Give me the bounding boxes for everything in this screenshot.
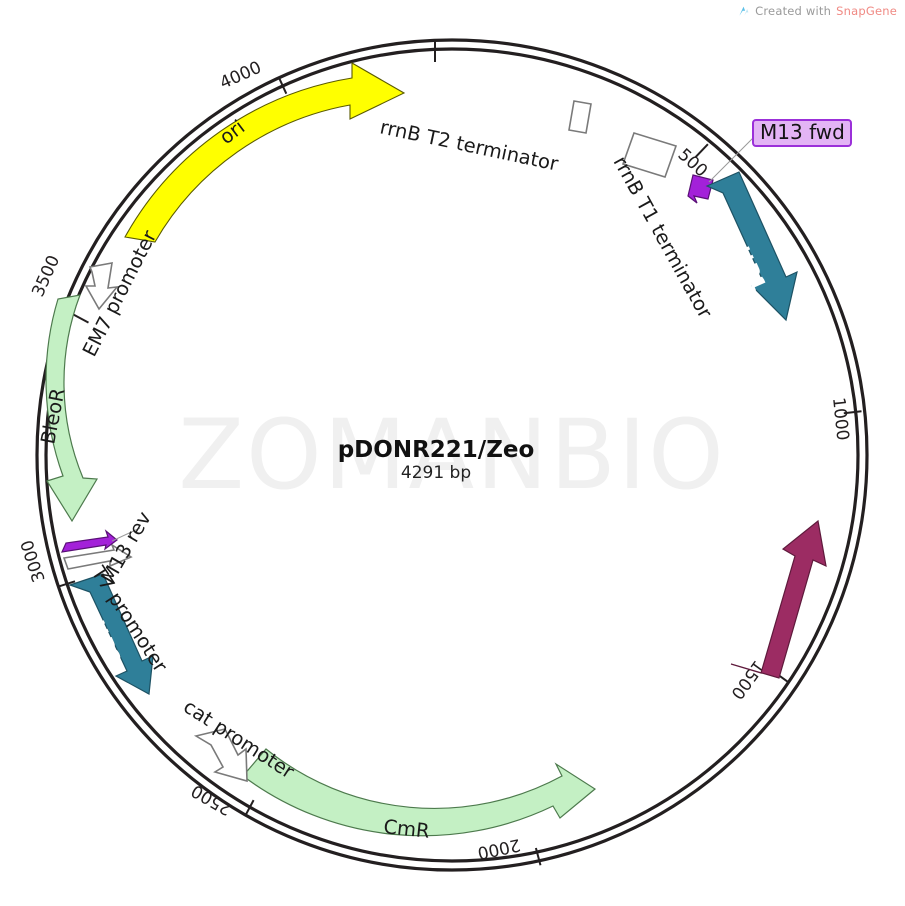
m13-fwd-label: M13 fwd: [760, 120, 845, 144]
watermark-text: ZOMANBIO: [178, 399, 725, 511]
credit-brand: SnapGene: [836, 4, 897, 18]
m13-fwd-label-box[interactable]: [752, 119, 852, 147]
backbone-outer-ring: [35, 38, 869, 872]
m13-fwd-primer-arrow[interactable]: [687, 174, 714, 204]
feature-attp1[interactable]: attP1: [705, 171, 798, 322]
m13-rev-primer-arrow[interactable]: [61, 529, 118, 553]
ori-arrow[interactable]: [124, 62, 406, 243]
credit-prefix: Created with: [755, 4, 832, 18]
attp2-arrow[interactable]: [68, 573, 154, 695]
m13-rev-leader-line: [111, 527, 141, 542]
feature-em7-promoter[interactable]: EM7 promoter: [78, 226, 162, 360]
feature-m13-rev-primer[interactable]: M13 rev: [61, 508, 156, 588]
feature-m13-fwd-primer[interactable]: M13 fwd: [687, 119, 852, 204]
plasmid-name: pDONR221/Zeo: [338, 437, 535, 463]
rrnb-t2-terminator-box[interactable]: [568, 100, 592, 134]
rrnb-t2-terminator-label: rrnB T2 terminator: [378, 115, 561, 175]
snapgene-logo-icon: [737, 5, 750, 18]
ccdb-label: ccdB: [735, 596, 772, 652]
ruler-tick-label-3500: 3500: [28, 252, 64, 300]
ruler-tick-label-1500: 1500: [727, 656, 769, 703]
ruler-tick-1000: 1000: [828, 396, 862, 442]
m13-fwd-leader-line: [708, 135, 756, 183]
ccdb-arrow[interactable]: [730, 519, 827, 679]
feature-cmr[interactable]: CmR: [242, 748, 597, 843]
t7-promoter-arrow[interactable]: [62, 543, 133, 570]
ruler-tick-label-2500: 2500: [188, 780, 235, 819]
ruler-tick-label-1000: 1000: [828, 396, 852, 441]
ruler-tick-label-3000: 3000: [17, 537, 49, 584]
rrnb-t1-terminator-box[interactable]: [621, 132, 678, 178]
cmr-label: CmR: [382, 815, 430, 843]
cmr-arrow[interactable]: [242, 748, 597, 837]
ruler-tick-2000: 2000: [476, 834, 542, 866]
feature-rrnb-t2-terminator[interactable]: rrnB T2 terminator: [378, 100, 592, 176]
cat-promoter-arrow[interactable]: [193, 728, 248, 783]
snapgene-credit: Created with SnapGene: [737, 4, 897, 18]
bleor-arrow[interactable]: [45, 294, 99, 523]
em7-promoter-arrow[interactable]: [84, 262, 119, 311]
attp1-arrow[interactable]: [705, 171, 798, 322]
backbone-inner-ring: [44, 47, 860, 863]
plasmid-length: 4291 bp: [401, 463, 471, 483]
ruler-tick-label-2000: 2000: [476, 834, 522, 863]
feature-ccdb[interactable]: ccdB: [730, 519, 827, 679]
